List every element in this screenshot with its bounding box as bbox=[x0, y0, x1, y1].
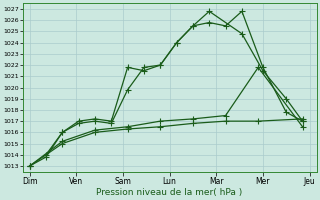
X-axis label: Pression niveau de la mer( hPa ): Pression niveau de la mer( hPa ) bbox=[97, 188, 243, 197]
